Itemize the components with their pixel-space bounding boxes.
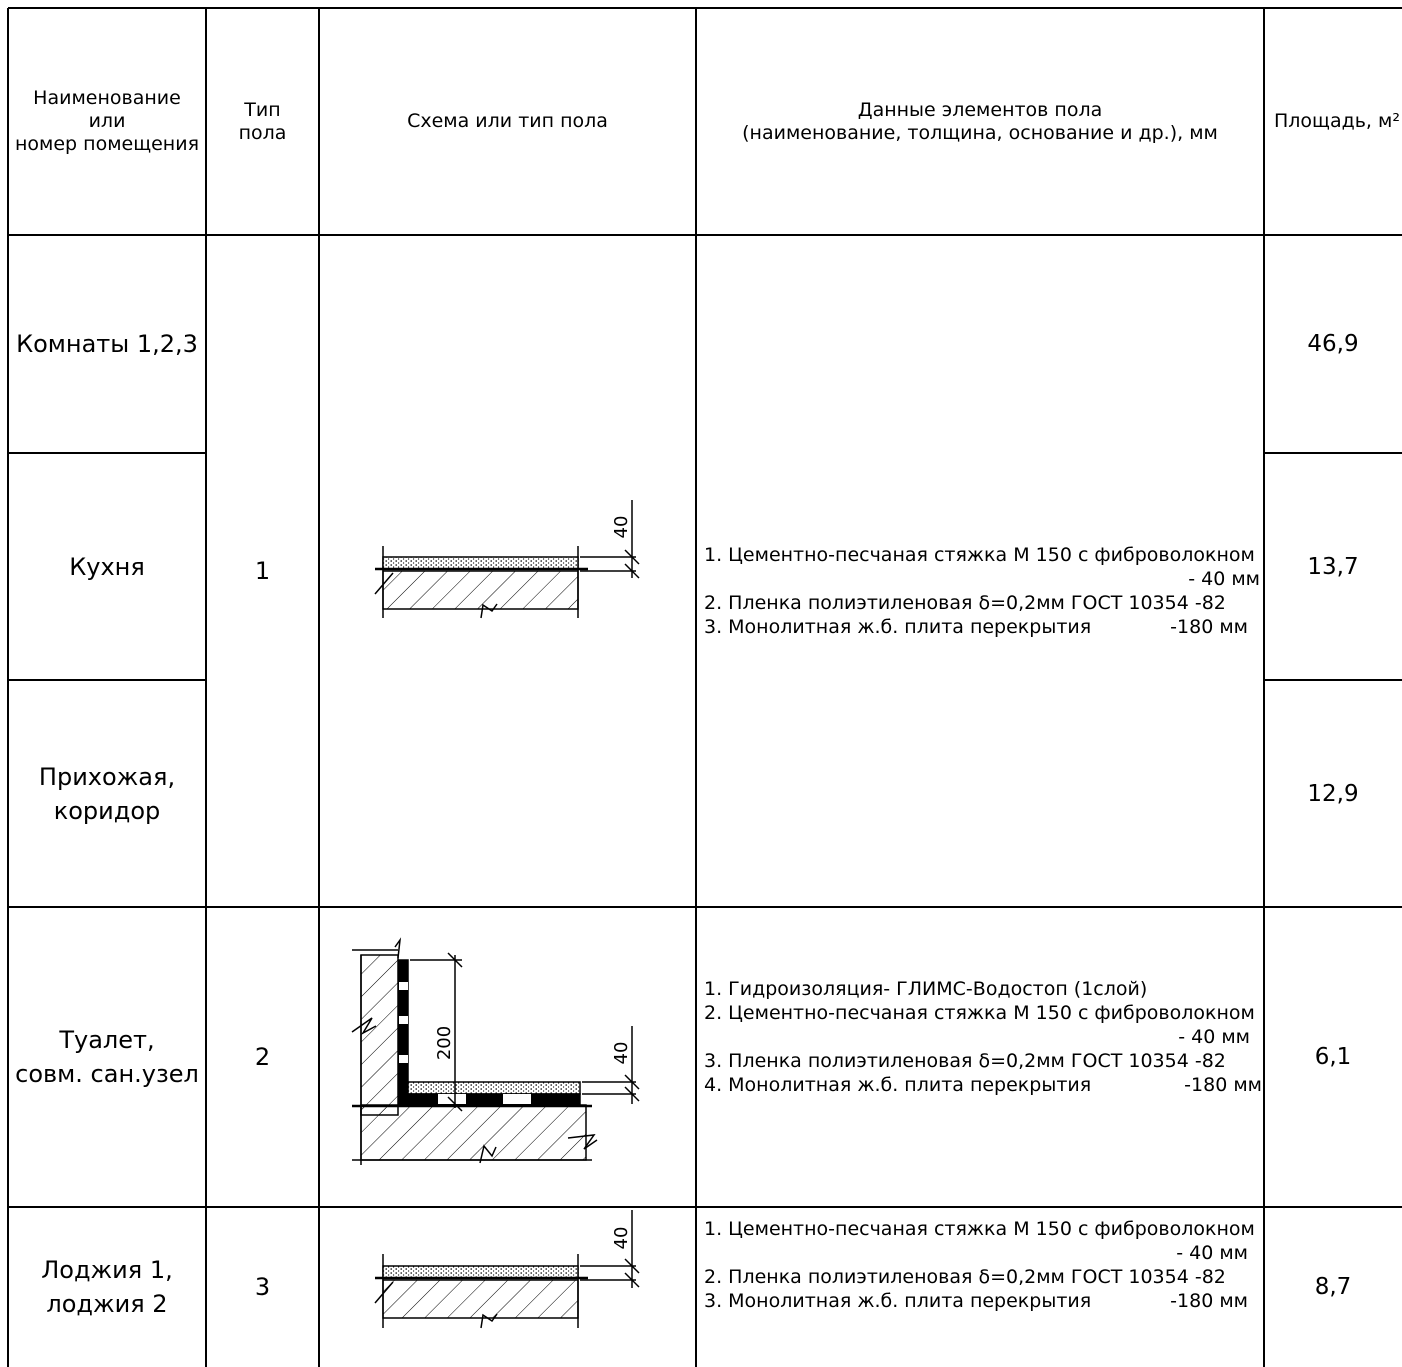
layers-type-2: 1. Гидроизоляция- ГЛИМС-Водостоп (1слой)… <box>704 977 1262 1097</box>
floor-type: 3 <box>254 1273 271 1301</box>
floor-type: 2 <box>254 1043 271 1071</box>
header-data: Данные элементов пола (наименование, тол… <box>742 98 1218 144</box>
floor-scheme-type-1: 40 <box>374 500 640 619</box>
layer-thickness: -180 мм <box>1184 1074 1262 1096</box>
room-area: 13,7 <box>1307 553 1359 580</box>
layer-line: 2. Пленка полиэтиленовая δ=0,2мм ГОСТ 10… <box>704 592 1226 614</box>
header-scheme: Схема или тип пола <box>407 110 608 132</box>
layer-line: 1. Цементно-песчаная стяжка М 150 с фибр… <box>704 1218 1255 1240</box>
layer-line: 4. Монолитная ж.б. плита перекрытия <box>704 1074 1092 1096</box>
layers-type-1: 1. Цементно-песчаная стяжка М 150 с фибр… <box>704 543 1260 639</box>
dimension-label: 40 <box>611 1227 632 1250</box>
layer-line: 1. Цементно-песчаная стяжка М 150 с фибр… <box>704 544 1255 566</box>
header-type: Тип пола <box>238 98 287 144</box>
layer-line: 3. Монолитная ж.б. плита перекрытия <box>704 616 1092 638</box>
room-area: 6,1 <box>1314 1044 1352 1070</box>
layer-thickness: -180 мм <box>1170 616 1248 638</box>
layer-line: 1. Гидроизоляция- ГЛИМС-Водостоп (1слой) <box>704 978 1148 1000</box>
header-area: Площадь, м² <box>1274 110 1400 132</box>
layer-thickness: -180 мм <box>1170 1290 1248 1312</box>
room-area: 8,7 <box>1314 1274 1352 1300</box>
room-name: Кухня <box>69 552 145 581</box>
layer-thickness: - 40 мм <box>1178 1026 1250 1048</box>
header-name: Наименование или номер помещения <box>14 87 200 155</box>
layer-line: 2. Цементно-песчаная стяжка М 150 с фибр… <box>704 1002 1255 1024</box>
room-name: Туалет, совм. сан.узел <box>15 1026 199 1088</box>
room-name: Комнаты 1,2,3 <box>16 330 198 358</box>
layer-thickness: - 40 мм <box>1188 568 1260 590</box>
room-name: Прихожая, коридор <box>38 762 176 825</box>
layer-line: 3. Пленка полиэтиленовая δ=0,2мм ГОСТ 10… <box>704 1050 1226 1072</box>
layer-line: 2. Пленка полиэтиленовая δ=0,2мм ГОСТ 10… <box>704 1266 1226 1288</box>
room-name: Лоджия 1, лоджия 2 <box>41 1256 173 1318</box>
layers-type-3: 1. Цементно-песчаная стяжка М 150 с фибр… <box>704 1217 1260 1313</box>
dimension-label: 40 <box>611 1042 632 1065</box>
layer-line: 3. Монолитная ж.б. плита перекрытия <box>704 1290 1092 1312</box>
layer-thickness: - 40 мм <box>1176 1242 1248 1264</box>
dimension-label: 40 <box>611 516 632 539</box>
floor-scheme-type-2: 200 40 <box>351 937 640 1165</box>
room-area: 46,9 <box>1307 331 1359 357</box>
dimension-label: 200 <box>434 1026 455 1060</box>
floor-type: 1 <box>254 557 271 585</box>
room-area: 12,9 <box>1307 780 1359 807</box>
floor-scheme-type-3: 40 <box>374 1210 640 1329</box>
